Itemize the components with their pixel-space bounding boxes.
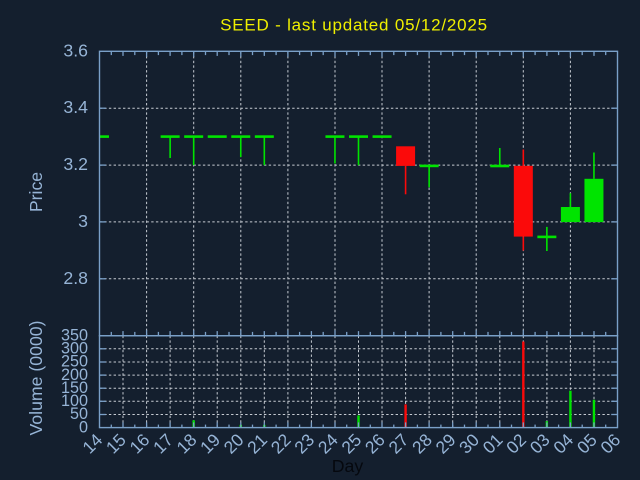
svg-text:Price: Price: [26, 172, 46, 212]
svg-text:350: 350: [61, 326, 88, 344]
svg-text:3.2: 3.2: [63, 154, 88, 174]
svg-text:3.4: 3.4: [63, 97, 88, 117]
svg-text:250: 250: [61, 353, 88, 371]
svg-text:2.8: 2.8: [63, 268, 88, 288]
svg-text:200: 200: [61, 366, 88, 384]
svg-text:100: 100: [61, 392, 88, 410]
svg-text:3.6: 3.6: [63, 40, 88, 60]
svg-text:SEED - last updated 05/12/2025: SEED - last updated 05/12/2025: [220, 16, 488, 35]
svg-text:50: 50: [70, 405, 88, 423]
svg-text:Day: Day: [332, 456, 364, 476]
svg-text:150: 150: [61, 379, 88, 397]
svg-text:0: 0: [79, 418, 88, 436]
svg-text:3: 3: [78, 211, 88, 231]
svg-text:300: 300: [61, 340, 88, 358]
svg-text:Volume (0000): Volume (0000): [26, 320, 46, 435]
